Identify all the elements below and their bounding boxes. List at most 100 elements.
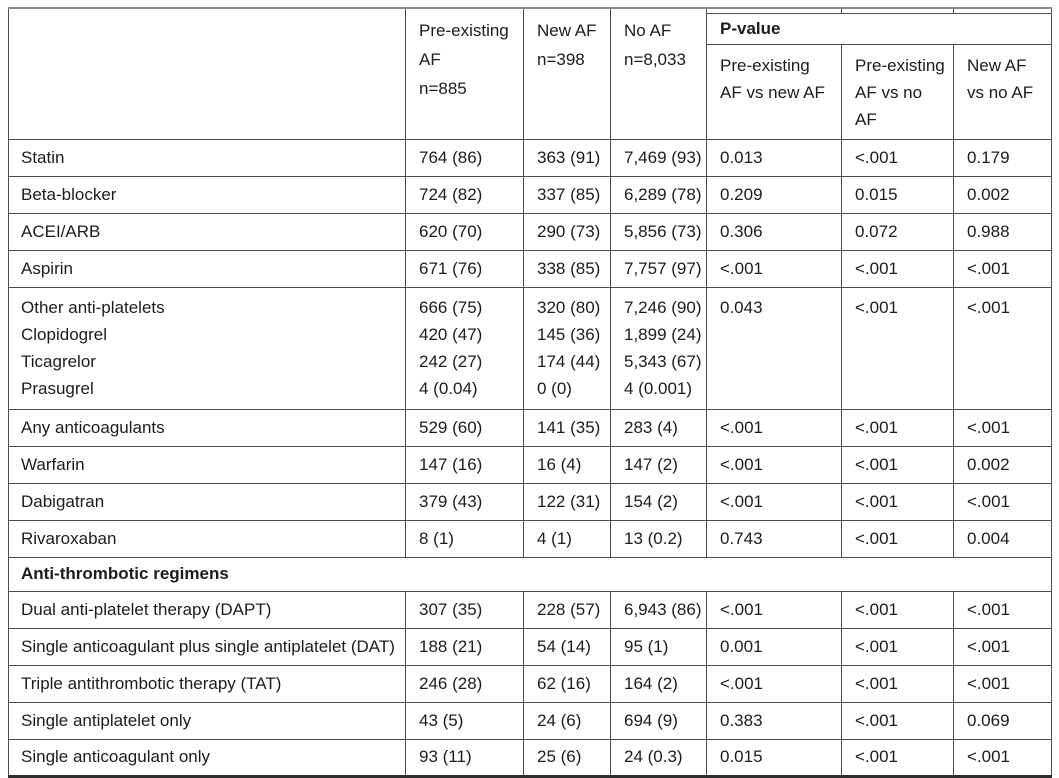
cell-value: 62 (16) bbox=[523, 664, 611, 703]
cell-value: 0.004 bbox=[953, 519, 1052, 558]
pvalue-group-header: P-value bbox=[706, 12, 1052, 45]
cell-value: 24 (0.3) bbox=[610, 738, 707, 777]
cell-value: 54 (14) bbox=[523, 627, 611, 666]
cell-value: <.001 bbox=[841, 664, 954, 703]
cell-line: Prasugrel bbox=[21, 378, 94, 398]
cell-line: 320 (80) bbox=[537, 297, 601, 317]
cell-value: 43 (5) bbox=[405, 701, 524, 740]
cell-value: 379 (43) bbox=[405, 482, 524, 521]
cell-value: 0.743 bbox=[706, 519, 842, 558]
col-header-pre-vs-no: Pre-existing AF vs no AF bbox=[841, 43, 954, 140]
cell-value: 25 (6) bbox=[523, 738, 611, 777]
cell-value: 154 (2) bbox=[610, 482, 707, 521]
row-label: Rivaroxaban bbox=[8, 519, 406, 558]
cell-value: 0.383 bbox=[706, 701, 842, 740]
cell-value: <.001 bbox=[841, 408, 954, 447]
col-header-no-af: No AF n=8,033 bbox=[610, 7, 707, 140]
cell-line: 0.043 bbox=[720, 297, 763, 317]
row-label: Triple antithrombotic therapy (TAT) bbox=[8, 664, 406, 703]
cell-value: 7,469 (93) bbox=[610, 138, 707, 177]
cell-value: <.001 bbox=[841, 590, 954, 629]
row-label: Dabigatran bbox=[8, 482, 406, 521]
row-label: Dual anti-platelet therapy (DAPT) bbox=[8, 590, 406, 629]
cell-value: <.001 bbox=[706, 482, 842, 521]
cell-line: 174 (44) bbox=[537, 351, 601, 371]
table-row: Single antiplatelet only 43 (5) 24 (6) 694 … bbox=[8, 701, 1052, 740]
row-label: Warfarin bbox=[8, 445, 406, 484]
cell-value: 122 (31) bbox=[523, 482, 611, 521]
cell-line: 0 (0) bbox=[537, 378, 572, 398]
cell-value: 363 (91) bbox=[523, 138, 611, 177]
cell-value: 0.002 bbox=[953, 175, 1052, 214]
cell-value: 188 (21) bbox=[405, 627, 524, 666]
cell-value: <.001 bbox=[841, 138, 954, 177]
cell-value: 246 (28) bbox=[405, 664, 524, 703]
page: Pre-existing AF n=885 New AF n=398 No AF… bbox=[8, 7, 1052, 778]
col-header-n: n=885 bbox=[419, 79, 467, 98]
cell-value: 164 (2) bbox=[610, 664, 707, 703]
cell-value: 0.179 bbox=[953, 138, 1052, 177]
col-header-label: Pre-existing AF bbox=[419, 21, 509, 69]
cell-value: 694 (9) bbox=[610, 701, 707, 740]
cell-value: 147 (16) bbox=[405, 445, 524, 484]
cell-line: 4 (0.04) bbox=[419, 378, 478, 398]
cell-value: <.001 bbox=[953, 249, 1052, 288]
table-row: Dabigatran 379 (43) 122 (31) 154 (2) <.001 <.… bbox=[8, 482, 1052, 521]
cell-value-group: 666 (75) 420 (47) 242 (27) 4 (0.04) bbox=[405, 286, 524, 410]
cell-value: 6,943 (86) bbox=[610, 590, 707, 629]
cell-value: 0.072 bbox=[841, 212, 954, 251]
cell-value: <.001 bbox=[841, 738, 954, 777]
col-header-n: n=398 bbox=[537, 50, 585, 69]
table-row: Dual anti-platelet therapy (DAPT) 307 (35… bbox=[8, 590, 1052, 629]
cell-value: 24 (6) bbox=[523, 701, 611, 740]
col-header-new-vs-no: New AF vs no AF bbox=[953, 43, 1052, 140]
cell-value: <.001 bbox=[953, 738, 1052, 777]
table-row-group: Other anti-platelets Clopidogrel Ticagrelo… bbox=[8, 286, 1052, 410]
col-header-label: New AF bbox=[537, 21, 597, 40]
cell-line: 4 (0.001) bbox=[624, 378, 693, 398]
cell-line: 242 (27) bbox=[419, 351, 483, 371]
cell-value: 5,856 (73) bbox=[610, 212, 707, 251]
cell-value: 724 (82) bbox=[405, 175, 524, 214]
cell-value: 16 (4) bbox=[523, 445, 611, 484]
row-label: Beta-blocker bbox=[8, 175, 406, 214]
cell-value: 764 (86) bbox=[405, 138, 524, 177]
cell-value: 228 (57) bbox=[523, 590, 611, 629]
cell-line: Clopidogrel bbox=[21, 324, 107, 344]
cell-value: 283 (4) bbox=[610, 408, 707, 447]
cell-line: 5,343 (67) bbox=[624, 351, 702, 371]
cell-value: 0.002 bbox=[953, 445, 1052, 484]
corner-cell bbox=[8, 7, 406, 140]
cell-value: <.001 bbox=[841, 445, 954, 484]
cell-value: 307 (35) bbox=[405, 590, 524, 629]
cell-value-group: 7,246 (90) 1,899 (24) 5,343 (67) 4 (0.001) bbox=[610, 286, 707, 410]
table-row: Single anticoagulant plus single antipla… bbox=[8, 627, 1052, 666]
cell-value: 338 (85) bbox=[523, 249, 611, 288]
cell-value-group: 0.043 bbox=[706, 286, 842, 410]
section-row: Anti-thrombotic regimens bbox=[8, 556, 1052, 592]
cell-value: 93 (11) bbox=[405, 738, 524, 777]
row-label: Single antiplatelet only bbox=[8, 701, 406, 740]
table-row: Any anticoagulants 529 (60) 141 (35) 283 (4… bbox=[8, 408, 1052, 447]
col-header-pre-vs-new: Pre-existing AF vs new AF bbox=[706, 43, 842, 140]
row-label: Statin bbox=[8, 138, 406, 177]
cell-value: 6,289 (78) bbox=[610, 175, 707, 214]
medication-comparison-table: Pre-existing AF n=885 New AF n=398 No AF… bbox=[8, 7, 1052, 778]
table-body: Statin 764 (86) 363 (91) 7,469 (93) 0.013 <.0… bbox=[8, 138, 1052, 777]
cell-value: <.001 bbox=[706, 249, 842, 288]
cell-line: 666 (75) bbox=[419, 297, 483, 317]
cell-value: 290 (73) bbox=[523, 212, 611, 251]
col-header-new-af: New AF n=398 bbox=[523, 7, 611, 140]
cell-value: 0.988 bbox=[953, 212, 1052, 251]
cell-value: 95 (1) bbox=[610, 627, 707, 666]
cell-value: <.001 bbox=[841, 249, 954, 288]
cell-value: 0.069 bbox=[953, 701, 1052, 740]
row-label: Aspirin bbox=[8, 249, 406, 288]
cell-value: 0.306 bbox=[706, 212, 842, 251]
row-label: ACEI/ARB bbox=[8, 212, 406, 251]
cell-value-group: <.001 bbox=[841, 286, 954, 410]
cell-value: 0.015 bbox=[706, 738, 842, 777]
cell-value: 0.015 bbox=[841, 175, 954, 214]
cell-value: 620 (70) bbox=[405, 212, 524, 251]
table-row: Triple antithrombotic therapy (TAT) 246 (… bbox=[8, 664, 1052, 703]
